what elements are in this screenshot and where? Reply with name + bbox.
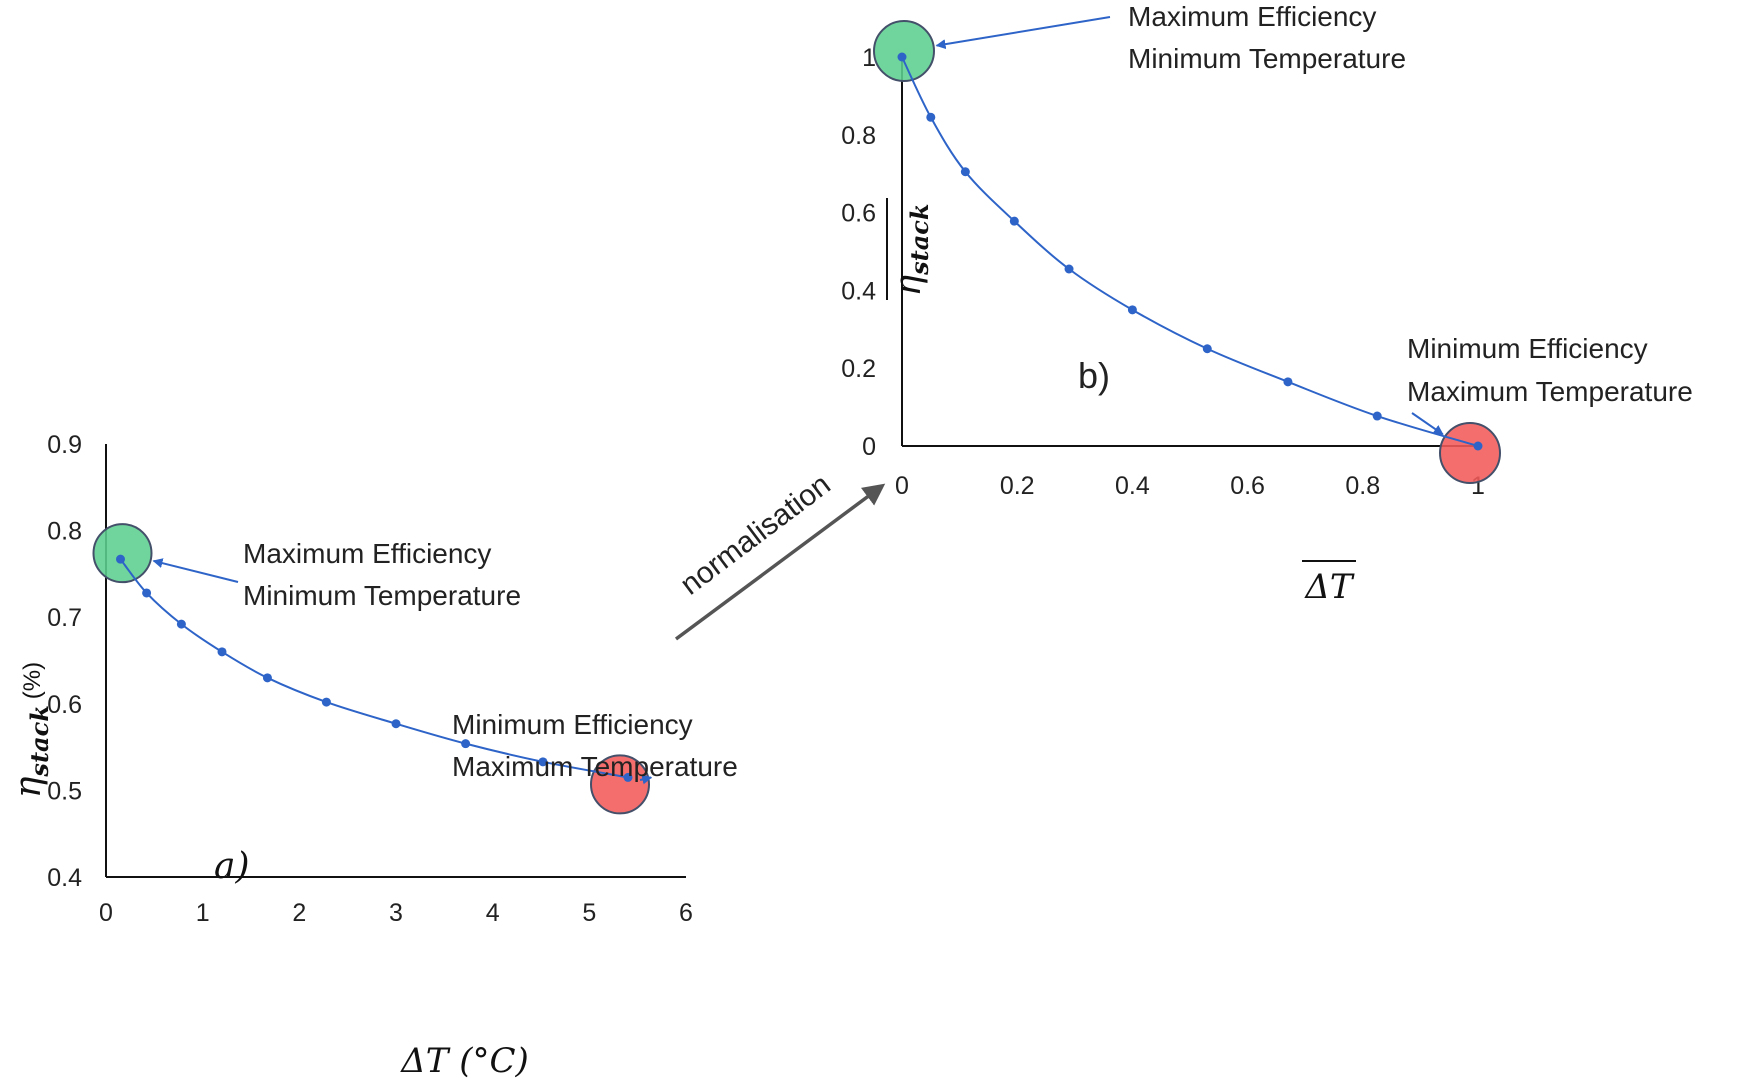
chart-b-annotation-max-line2: Minimum Temperature <box>1128 43 1406 74</box>
chart-b-data-point <box>1127 305 1137 315</box>
chart-b-series-line <box>901 56 1479 447</box>
chart-b-data-point <box>1473 441 1483 451</box>
chart-a-y-label-unit: (%) <box>19 662 46 699</box>
chart-a-data-point <box>391 719 401 729</box>
chart-a-data-point <box>262 673 272 683</box>
max-efficiency-marker <box>873 20 935 82</box>
chart-b-y-tick-label: 0.8 <box>841 122 876 150</box>
chart-b-y-axis-label: ηstack <box>886 198 934 300</box>
chart-b-data-point <box>897 52 907 62</box>
min-efficiency-arrow <box>1411 412 1444 436</box>
chart-b-y-tick-label: 0 <box>862 433 876 461</box>
chart-b-x-tick-label: 0 <box>895 472 909 500</box>
chart-a-data-point <box>142 588 152 598</box>
chart-a-series-line <box>119 558 629 779</box>
chart-a-x-axis-label: ΔT (°C) <box>399 1041 529 1081</box>
chart-b-data-points <box>897 52 1483 451</box>
chart-b-y-tick-label: 0.4 <box>841 277 876 305</box>
chart-b-data-point <box>1009 216 1019 226</box>
chart-b-y-label-symbol: η <box>888 274 929 296</box>
chart-a-data-point <box>623 772 633 782</box>
chart-a-data-point <box>538 757 548 767</box>
chart-a-y-tick-label: 0.7 <box>47 604 82 632</box>
chart-a-annotation-min-line1: Minimum Efficiency <box>452 709 693 740</box>
chart-a-x-tick-label: 0 <box>99 899 113 927</box>
chart-a-x-tick-label: 3 <box>389 899 403 927</box>
svg-text:ηstack(%): ηstack (%) <box>8 662 54 798</box>
chart-a-data-point <box>217 647 227 657</box>
max-efficiency-arrow <box>152 558 239 583</box>
chart-a-x-tick-label: 2 <box>292 899 306 927</box>
chart-b-x-tick-label: 0.6 <box>1230 472 1265 500</box>
chart-a-data-point <box>116 554 125 564</box>
chart-b-data-point <box>1283 377 1293 387</box>
normalisation-arrow: normalisation <box>674 468 886 641</box>
chart-b-x-axis-label: ΔT <box>1302 560 1356 607</box>
chart-b-data-point <box>926 112 936 122</box>
chart-a-highlight-markers <box>92 523 650 815</box>
chart-b-data-point <box>1202 344 1212 354</box>
chart-a-x-tick-label: 5 <box>582 899 596 927</box>
chart-a: 0.4 0.5 0.6 0.7 0.8 0.9 0 1 2 3 4 5 6 Maximum Effic… <box>8 431 738 1081</box>
chart-a-y-tick-labels: 0.4 0.5 0.6 0.7 0.8 0.9 <box>47 431 82 892</box>
chart-a-x-tick-label: 6 <box>679 899 693 927</box>
chart-a-x-tick-label: 1 <box>196 899 210 927</box>
chart-b-data-point <box>1064 264 1074 274</box>
max-efficiency-marker <box>92 523 153 584</box>
min-efficiency-marker <box>1439 422 1501 484</box>
chart-b-y-tick-labels: 0 0.2 0.4 0.6 0.8 1 <box>841 44 876 461</box>
chart-a-annotation-max-line2: Minimum Temperature <box>243 580 521 611</box>
chart-a-x-tick-labels: 0 1 2 3 4 5 6 <box>99 899 693 927</box>
max-efficiency-arrow <box>935 16 1111 50</box>
svg-text:ΔT: ΔT <box>1303 567 1355 607</box>
chart-b-y-tick-label: 0.2 <box>841 355 876 383</box>
chart-b: 0 0.2 0.4 0.6 0.8 1 0 0.2 0.4 0.6 0.8 1 Maximum Ef… <box>841 1 1693 607</box>
chart-a-x-tick-label: 4 <box>486 899 500 927</box>
chart-b-panel-label: b) <box>1078 355 1110 396</box>
chart-a-y-axis-label: ηstack (%) <box>8 662 54 798</box>
chart-b-annotation-min-line1: Minimum Efficiency <box>1407 333 1648 364</box>
min-efficiency-arrow <box>639 774 653 785</box>
chart-b-x-tick-label: 0.8 <box>1345 472 1380 500</box>
chart-b-x-tick-label: 0.2 <box>1000 472 1035 500</box>
chart-a-data-point <box>176 619 186 629</box>
chart-a-y-tick-label: 0.9 <box>47 431 82 459</box>
chart-a-annotation-min-line2: Maximum Temperature <box>452 751 738 782</box>
chart-b-annotation-arrows <box>935 16 1444 436</box>
chart-a-axes <box>105 444 686 878</box>
chart-b-x-tick-label: 0.4 <box>1115 472 1150 500</box>
chart-a-data-points <box>116 554 633 782</box>
chart-b-highlight-markers <box>873 20 1501 484</box>
chart-a-y-tick-label: 0.8 <box>47 518 82 546</box>
chart-a-data-point <box>461 739 471 749</box>
chart-a-y-label-symbol: η <box>8 776 49 798</box>
chart-b-y-tick-label: 1 <box>862 44 876 72</box>
chart-a-y-tick-label: 0.4 <box>47 864 82 892</box>
min-efficiency-marker <box>590 754 650 815</box>
chart-a-panel-label: a) <box>214 846 250 887</box>
chart-b-annotation-min-line2: Maximum Temperature <box>1407 376 1693 407</box>
svg-text:ηstack: ηstack <box>888 204 934 297</box>
chart-a-y-tick-label: 0.5 <box>47 777 82 805</box>
chart-a-y-tick-label: 0.6 <box>47 691 82 719</box>
chart-b-annotation-max-line1: Maximum Efficiency <box>1128 1 1376 32</box>
chart-b-y-tick-label: 0.6 <box>841 200 876 228</box>
chart-b-axes <box>901 57 1478 447</box>
chart-b-data-point <box>1372 411 1382 421</box>
chart-b-y-label-subscript: stack <box>905 204 934 276</box>
chart-a-annotation-max-line1: Maximum Efficiency <box>243 538 491 569</box>
chart-a-y-label-subscript: stack <box>25 705 54 777</box>
chart-b-data-point <box>960 167 970 177</box>
chart-a-data-point <box>321 697 331 707</box>
chart-b-x-tick-labels: 0 0.2 0.4 0.6 0.8 1 <box>895 472 1485 500</box>
chart-a-annotation-arrows <box>152 558 653 785</box>
